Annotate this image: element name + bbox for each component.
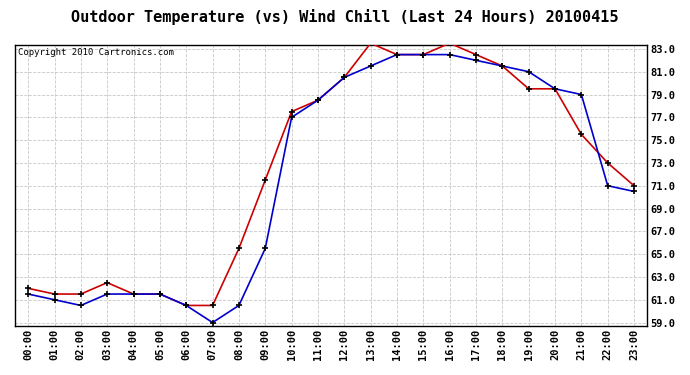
Text: Copyright 2010 Cartronics.com: Copyright 2010 Cartronics.com xyxy=(18,48,174,57)
Text: Outdoor Temperature (vs) Wind Chill (Last 24 Hours) 20100415: Outdoor Temperature (vs) Wind Chill (Las… xyxy=(71,9,619,26)
